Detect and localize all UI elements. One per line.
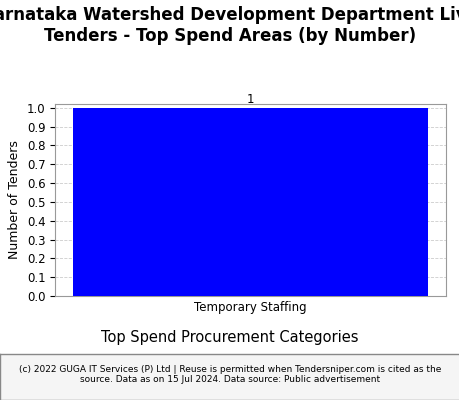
Y-axis label: Number of Tenders: Number of Tenders: [8, 140, 21, 260]
Text: 1: 1: [246, 93, 254, 106]
Text: Top Spend Procurement Categories: Top Spend Procurement Categories: [101, 330, 358, 345]
Text: Karnataka Watershed Development Department Live
Tenders - Top Spend Areas (by Nu: Karnataka Watershed Development Departme…: [0, 6, 459, 45]
Text: (c) 2022 GUGA IT Services (P) Ltd | Reuse is permitted when Tendersniper.com is : (c) 2022 GUGA IT Services (P) Ltd | Reus…: [19, 365, 440, 384]
